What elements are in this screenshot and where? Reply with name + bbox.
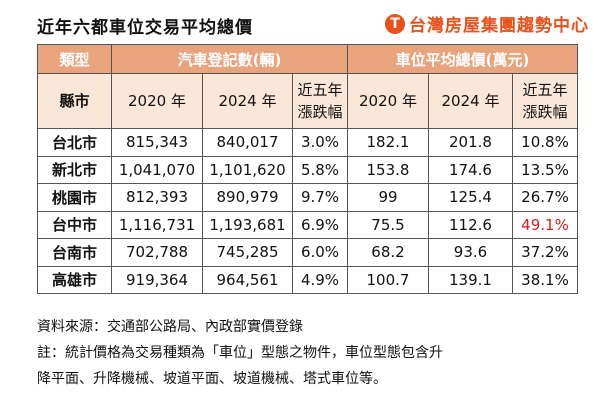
footnote-line-1: 註：統計價格為交易種類為「車位」型態之物件，車位型態包含升 (37, 345, 443, 361)
value-cell: 153.8 (347, 155, 429, 184)
table-row: 台北市 815,343 840,017 3.0% 182.1 201.8 10.8% (37, 128, 578, 157)
value-cell: 3.0% (292, 128, 348, 157)
value-cell: 26.7% (512, 183, 578, 212)
value-cell: 1,041,070 (111, 155, 203, 184)
sub-header: 2024 年 (428, 73, 513, 129)
city-cell: 桃園市 (37, 183, 112, 212)
value-cell: 13.5% (512, 155, 578, 184)
value-cell: 6.0% (292, 238, 348, 267)
value-cell: 1,101,620 (202, 155, 293, 184)
value-cell: 201.8 (428, 128, 513, 157)
table-body: 台北市 815,343 840,017 3.0% 182.1 201.8 10.8% 新北市 1… (37, 128, 578, 294)
value-cell: 99 (347, 183, 429, 212)
brand-name: 台灣房屋集團趨勢中心 (409, 16, 589, 36)
table-row: 台中市 1,116,731 1,193,681 6.9% 75.5 112.6 49.1% (37, 210, 578, 239)
value-cell: 815,343 (111, 128, 203, 157)
table-row: 新北市 1,041,070 1,101,620 5.8% 153.8 174.6 13.5% (37, 155, 578, 184)
brand-logo-icon: T (385, 13, 405, 34)
value-cell: 112.6 (428, 210, 513, 239)
value-cell: 6.9% (292, 210, 348, 239)
value-cell: 10.8% (512, 128, 578, 157)
table-row: 台南市 702,788 745,285 6.0% 68.2 93.6 37.2% (37, 238, 578, 267)
avg-price-header: 車位平均總價(萬元) (347, 44, 578, 74)
city-cell: 新北市 (37, 155, 112, 184)
value-cell: 702,788 (111, 238, 203, 267)
value-cell: 75.5 (347, 210, 429, 239)
value-cell: 5.8% (292, 155, 348, 184)
value-cell: 125.4 (428, 183, 513, 212)
value-cell: 890,979 (202, 183, 293, 212)
table-row: 桃園市 812,393 890,979 9.7% 99 125.4 26.7% (37, 183, 578, 212)
city-cell: 高雄市 (37, 265, 112, 294)
registration-header: 汽車登記數(輛) (111, 44, 348, 74)
city-header: 縣市 (37, 73, 112, 129)
sub-header: 近五年 漲跌幅 (512, 73, 578, 129)
page-title: 近年六都車位交易平均總價 (37, 18, 253, 38)
value-cell: 139.1 (428, 265, 513, 294)
value-cell: 4.9% (292, 265, 348, 294)
table-row: 高雄市 919,364 964,561 4.9% 100.7 139.1 38.1% (37, 265, 578, 294)
notes: 資料來源：交通部公路局、內政部實價登錄 註：統計價格為交易種類為「車位」型態之物… (37, 314, 443, 392)
value-cell: 1,116,731 (111, 210, 203, 239)
value-cell: 93.6 (428, 238, 513, 267)
value-cell: 49.1% (512, 210, 578, 239)
value-cell: 100.7 (347, 265, 429, 294)
group-header-row: 類型 汽車登記數(輛) 車位平均總價(萬元) (37, 44, 578, 74)
type-header: 類型 (37, 44, 112, 74)
sub-header: 2020 年 (111, 73, 203, 129)
value-cell: 37.2% (512, 238, 578, 267)
value-cell: 919,364 (111, 265, 203, 294)
city-cell: 台北市 (37, 128, 112, 157)
value-cell: 9.7% (292, 183, 348, 212)
sub-header-row: 縣市 2020 年 2024 年近五年 漲跌幅 2020 年 2024 年近五年 漲跌幅 (37, 73, 578, 129)
sub-header: 2020 年 (347, 73, 429, 129)
source-note: 資料來源：交通部公路局、內政部實價登錄 (37, 319, 303, 335)
brand: T 台灣房屋集團趨勢中心 (385, 11, 589, 36)
value-cell: 745,285 (202, 238, 293, 267)
footnote-line-2: 降平面、升降機械、坡道平面、坡道機械、塔式車位等。 (37, 371, 387, 387)
value-cell: 840,017 (202, 128, 293, 157)
value-cell: 964,561 (202, 265, 293, 294)
value-cell: 68.2 (347, 238, 429, 267)
data-table: 類型 汽車登記數(輛) 車位平均總價(萬元) 縣市 2020 年 2024 年近五年… (37, 44, 578, 294)
sub-header: 2024 年 (202, 73, 293, 129)
sub-header: 近五年 漲跌幅 (292, 73, 348, 129)
city-cell: 台南市 (37, 238, 112, 267)
city-cell: 台中市 (37, 210, 112, 239)
value-cell: 174.6 (428, 155, 513, 184)
value-cell: 1,193,681 (202, 210, 293, 239)
value-cell: 182.1 (347, 128, 429, 157)
value-cell: 812,393 (111, 183, 203, 212)
value-cell: 38.1% (512, 265, 578, 294)
